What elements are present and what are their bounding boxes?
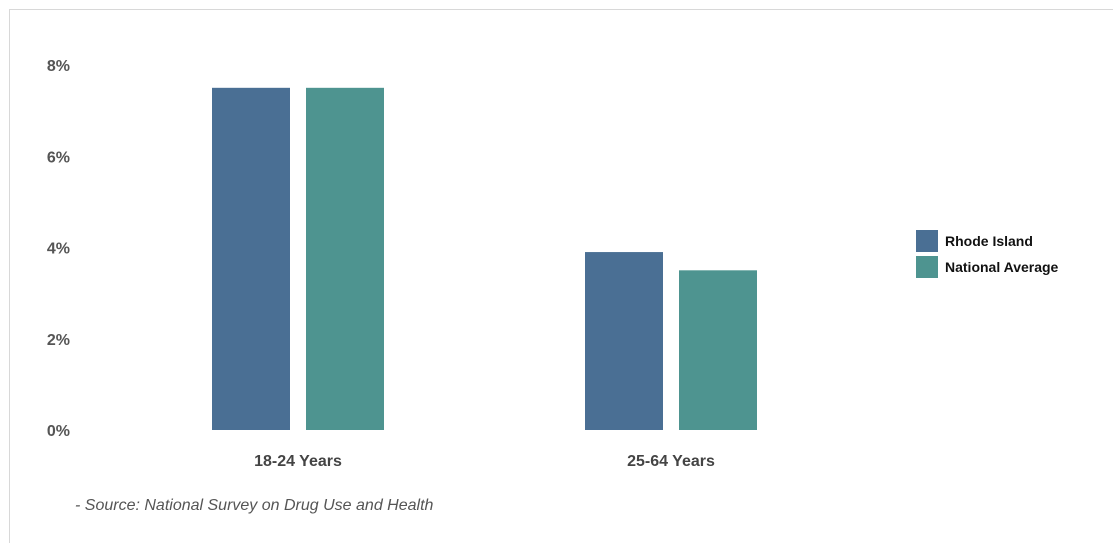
x-category-label: 25-64 Years <box>627 453 715 470</box>
y-tick-label: 4% <box>47 241 70 258</box>
y-tick-label: 8% <box>47 58 70 75</box>
legend-label: National Average <box>945 259 1059 275</box>
y-tick-label: 0% <box>47 423 70 440</box>
y-tick-label: 6% <box>47 149 70 166</box>
legend-swatch <box>916 256 938 278</box>
bar-national-average <box>306 87 384 430</box>
bar-national-average <box>679 270 757 430</box>
legend-label: Rhode Island <box>945 233 1033 249</box>
legend-swatch <box>916 230 938 252</box>
y-tick-label: 2% <box>47 332 70 349</box>
source-note: - Source: National Survey on Drug Use an… <box>75 497 434 514</box>
x-category-label: 18-24 Years <box>254 453 342 470</box>
bar-rhode-island <box>585 252 663 430</box>
bar-rhode-island <box>212 87 290 430</box>
